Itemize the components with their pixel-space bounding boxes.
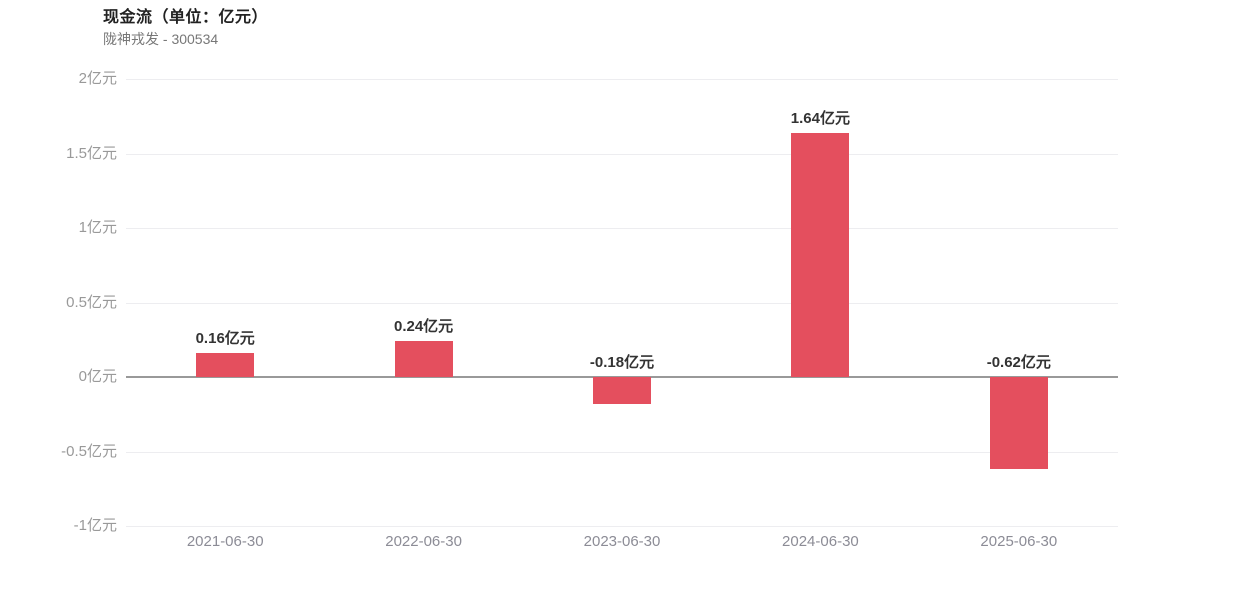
bar-value-label: 0.16亿元 — [195, 330, 255, 348]
bar-value-label: 0.24亿元 — [393, 318, 454, 336]
bar-value-label: -0.18亿元 — [589, 354, 655, 371]
grid-line — [126, 153, 1118, 155]
bar-2021-06-30[interactable] — [196, 353, 255, 377]
x-axis-tick-label: 2025-06-30 — [980, 533, 1058, 550]
x-axis-tick-label: 2022-06-30 — [385, 533, 462, 550]
bar-value-label: -0.62亿元 — [986, 354, 1051, 371]
bar-value-label: 1.64亿元 — [790, 109, 850, 127]
grid-line — [126, 302, 1118, 304]
bar-2025-06-30[interactable] — [989, 377, 1048, 470]
y-axis-tick-label: 1.5亿元 — [66, 144, 117, 162]
bar-2022-06-30[interactable] — [394, 341, 453, 377]
y-axis-tick-label: 0.5亿元 — [66, 293, 117, 311]
grid-line — [126, 526, 1118, 527]
bar-2023-06-30[interactable] — [593, 377, 651, 404]
grid-line — [126, 79, 1118, 80]
y-axis-tick-label: 2亿元 — [78, 70, 117, 87]
grid-line — [126, 451, 1118, 453]
y-axis-tick-label: -1亿元 — [73, 517, 117, 534]
chart-subtitle: 陇神戎发 - 300534 — [103, 31, 219, 47]
y-axis-tick-label: 1亿元 — [78, 219, 117, 236]
grid-line — [126, 228, 1118, 229]
y-axis-tick-label: -0.5亿元 — [61, 442, 117, 460]
bar-2024-06-30[interactable] — [791, 132, 850, 377]
chart-title: 现金流（单位：亿元） — [103, 9, 269, 26]
x-axis-tick-label: 2023-06-30 — [583, 533, 661, 550]
x-axis-tick-label: 2024-06-30 — [782, 533, 859, 550]
y-axis-tick-label: 0亿元 — [78, 368, 117, 385]
x-axis-tick-label: 2021-06-30 — [186, 533, 264, 550]
